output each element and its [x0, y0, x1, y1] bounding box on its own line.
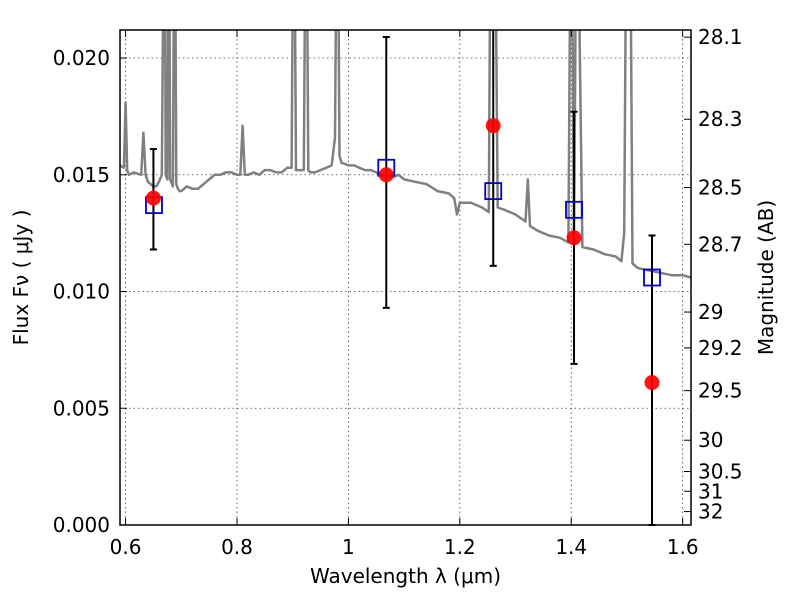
x-tick-label: 0.8 [221, 535, 253, 559]
magnitude-tick-label: 29 [698, 300, 723, 324]
x-tick-label: 1.2 [444, 535, 476, 559]
magnitude-tick-label: 32 [698, 500, 723, 524]
grid-lines [120, 30, 691, 526]
magnitude-tick-label: 30.5 [698, 460, 743, 484]
y-tick-label: 0.005 [53, 396, 110, 420]
magnitude-tick-label: 28.5 [698, 176, 743, 200]
x-axis-title: Wavelength λ (μm) [310, 564, 501, 588]
y-axis-title: Flux Fν ( μJy ) [9, 210, 33, 346]
magnitude-tick-label: 29.5 [698, 379, 743, 403]
magnitude-tick-label: 28.3 [698, 107, 743, 131]
plot-frame [119, 29, 692, 526]
x-tick-label: 0.6 [110, 535, 142, 559]
magnitude-tick-label: 31 [698, 479, 723, 503]
observed-flux-point [145, 190, 161, 206]
magnitude-tick-label: 28.7 [698, 232, 743, 256]
observed-flux-point [566, 230, 582, 246]
x-tick-label: 1 [342, 535, 355, 559]
y-tick-label: 0.015 [53, 163, 110, 187]
magnitude-axis-title: Magnitude (AB) [754, 200, 778, 355]
y-tick-label: 0.000 [53, 513, 110, 537]
observed-flux-point [644, 375, 660, 391]
model-band-square [484, 182, 503, 201]
observed-flux-point [485, 118, 501, 134]
magnitude-tick-label: 30 [698, 428, 723, 452]
observed-flux-point [378, 167, 394, 183]
model-band-square [565, 200, 583, 219]
y-tick-label: 0.010 [53, 280, 110, 304]
x-tick-label: 1.4 [555, 535, 587, 559]
model-spectrum-line [120, 30, 691, 279]
observed-points [145, 118, 660, 391]
axis-ticks: 0.6 0.8 1 1.2 1.4 1.6 0.000 0.005 0.010 0.015 0.02… [53, 25, 743, 559]
plot-area [120, 30, 691, 279]
model-band-square [643, 268, 661, 287]
x-tick-label: 1.6 [667, 535, 699, 559]
magnitude-tick-label: 29.2 [698, 336, 743, 360]
magnitude-tick-label: 28.1 [698, 25, 743, 49]
y-tick-label: 0.020 [53, 46, 110, 70]
